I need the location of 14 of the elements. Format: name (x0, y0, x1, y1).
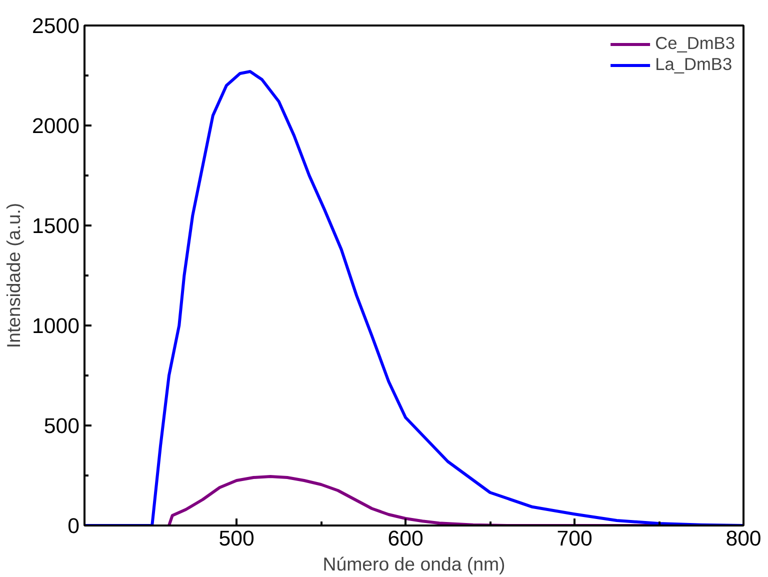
x-tick-label: 700 (556, 526, 592, 550)
y-axis-title: Intensidade (a.u.) (3, 202, 24, 348)
y-tick-label: 500 (44, 414, 80, 438)
y-tick-label: 2000 (32, 114, 80, 138)
y-tick-label: 1000 (32, 314, 80, 338)
x-tick-label: 800 (726, 526, 762, 550)
y-tick-label: 0 (68, 514, 80, 538)
y-tick-label: 1500 (32, 214, 80, 238)
x-axis-title: Número de onda (nm) (322, 554, 506, 574)
legend-label: Ce_DmB3 (655, 33, 735, 54)
x-tick-label: 500 (218, 526, 255, 550)
x-tick-label: 600 (388, 526, 424, 550)
legend-label: La_DmB3 (655, 54, 732, 75)
y-tick-label: 2500 (32, 14, 80, 38)
